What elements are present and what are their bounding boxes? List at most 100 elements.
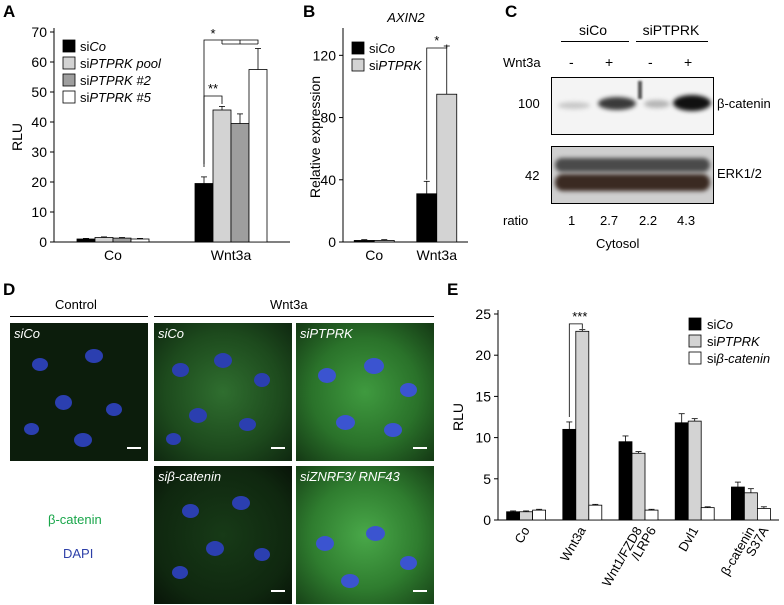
ratio-label: ratio	[503, 213, 529, 228]
x-tick-label: Wnt3a	[557, 523, 589, 564]
significance-label: *	[210, 26, 215, 41]
y-tick-label: 60	[31, 54, 47, 70]
y-axis-label: Relative expression	[307, 76, 323, 198]
header-control: Control	[55, 297, 97, 312]
blot-group-label-1: siCo	[559, 22, 627, 38]
legend-swatch	[62, 90, 76, 104]
bar	[212, 109, 232, 243]
legend-label: siPTPRK #5	[80, 90, 152, 105]
y-tick-label: 50	[31, 84, 47, 100]
blot-image-erk	[551, 146, 714, 204]
band-erk: ERK1/2	[717, 166, 762, 181]
legend-swatch	[351, 41, 365, 55]
chart-b: 0 40 80 120 Relative expression Co Wnt3a AXIN2 s…	[307, 10, 468, 263]
ratio-1: 1	[568, 213, 576, 228]
blot-sign-2: +	[605, 54, 614, 70]
y-tick-label: 25	[475, 306, 491, 322]
y-tick-label: 0	[328, 234, 336, 250]
bar	[730, 486, 745, 521]
significance-label: ***	[572, 309, 587, 324]
bar	[230, 123, 250, 243]
bar	[194, 183, 214, 243]
y-tick-label: 0	[39, 234, 47, 250]
x-tick-label: Co	[104, 247, 122, 263]
bar	[618, 441, 633, 521]
legend-beta-catenin-stain: β-catenin	[48, 512, 102, 527]
legend-label: siPTPRK	[369, 58, 423, 73]
legend-swatch	[688, 334, 702, 348]
micro-tile-wnt-siznrf3: siZNRF3/ RNF43	[296, 466, 434, 604]
bar	[112, 237, 132, 243]
significance-label: *	[434, 33, 439, 48]
y-tick-label: 20	[475, 347, 491, 363]
ratio-4: 4.3	[677, 213, 696, 228]
y-tick-label: 80	[320, 110, 336, 126]
bar	[674, 422, 689, 521]
y-axis-label: RLU	[450, 403, 466, 431]
legend-swatch	[351, 58, 365, 72]
legend-label: siCo	[369, 41, 395, 56]
legend-label: siβ-catenin	[707, 351, 770, 366]
legend-label: siCo	[707, 317, 733, 332]
bar	[519, 511, 533, 521]
legend-label: siCo	[80, 39, 106, 54]
bar	[562, 428, 577, 521]
micro-tile-wnt-sico: siCo	[154, 323, 292, 461]
x-tick-label: Co	[365, 247, 383, 263]
fraction-label: Cytosol	[596, 236, 640, 251]
legend-label: siPTPRK pool	[80, 56, 162, 71]
blot-group-label-2: siPTPRK	[635, 22, 707, 38]
bar	[76, 238, 96, 243]
blot-wnt-label: Wnt3a	[503, 55, 541, 70]
panel-label-b: B	[303, 2, 316, 21]
y-tick-label: 30	[31, 144, 47, 160]
significance-bracket	[568, 323, 583, 417]
tile-label-wnt-sibeta: siβ-catenin	[158, 469, 222, 484]
band-beta-catenin: β-catenin	[717, 96, 771, 111]
y-tick-label: 5	[483, 471, 491, 487]
bar	[94, 237, 114, 243]
x-tick-label: Wnt3a	[211, 247, 252, 263]
y-tick-label: 10	[31, 204, 47, 220]
ratio-2: 2.7	[600, 213, 619, 228]
significance-label: **	[208, 81, 218, 96]
micro-tile-wnt-siptprk: siPTPRK	[296, 323, 434, 461]
legend-dapi-stain: DAPI	[63, 546, 94, 561]
blot-sign-1: -	[569, 54, 574, 70]
x-tick-label: Dvl1	[675, 524, 701, 554]
bar	[687, 420, 702, 521]
bar	[756, 508, 771, 521]
header-wnt3a-line	[154, 316, 434, 317]
y-tick-label: 20	[31, 174, 47, 190]
legend-label: siPTPRK	[707, 334, 761, 349]
panel-label-c: C	[505, 2, 518, 21]
chart-title: AXIN2	[386, 10, 425, 25]
x-tick-label: Co	[511, 524, 532, 546]
bar	[532, 509, 546, 521]
blot-group-line-1	[561, 41, 629, 42]
bar	[575, 330, 590, 521]
y-tick-label: 70	[31, 24, 47, 40]
x-tick-label: Wnt3a	[417, 247, 458, 263]
bar	[416, 193, 438, 243]
tile-label-wnt-siznrf3: siZNRF3/ RNF43	[300, 469, 400, 484]
header-wnt3a: Wnt3a	[270, 297, 308, 312]
bar	[130, 238, 150, 243]
blot-group-2: siPTPRK	[642, 22, 700, 38]
micro-tile-control-sico: siCo	[10, 323, 148, 461]
panel-label-e: E	[447, 280, 459, 299]
bar	[588, 504, 603, 521]
legend-swatch	[62, 56, 76, 70]
y-tick-label: 0	[483, 512, 491, 528]
blot-image-beta-catenin	[551, 77, 714, 135]
y-tick-label: 120	[313, 47, 337, 63]
legend-swatch	[62, 39, 76, 53]
legend-swatch	[62, 73, 76, 87]
mw-100: 100	[518, 96, 540, 111]
legend-label: siPTPRK #2	[80, 73, 152, 88]
blot-sign-3: -	[648, 54, 653, 70]
western-blot-panel: siCo siPTPRK Wnt3a - + - + 100 β-catenin…	[503, 0, 784, 275]
chart-a: 0 10 20 30 40 50 60 70 RLU Co Wnt3a siCo siPTPRK poo…	[9, 24, 290, 263]
bar	[700, 507, 715, 521]
significance-bracket	[203, 39, 259, 167]
